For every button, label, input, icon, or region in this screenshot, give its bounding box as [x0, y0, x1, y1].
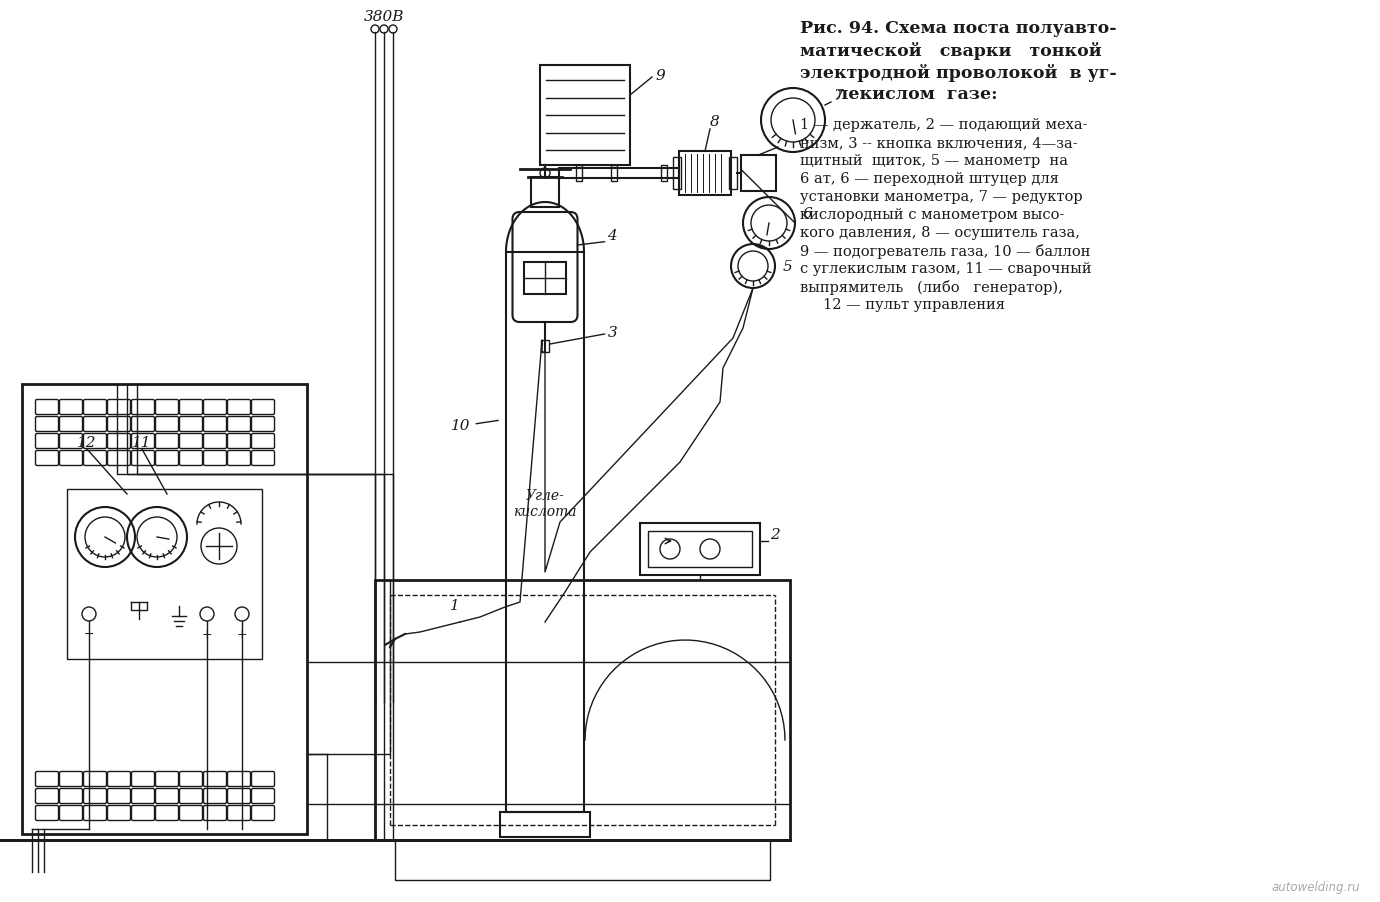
Text: 9 — подогреватель газа, 10 — баллон: 9 — подогреватель газа, 10 — баллон — [800, 244, 1090, 259]
Text: матической   сварки   тонкой: матической сварки тонкой — [800, 42, 1101, 60]
Text: +: + — [201, 628, 213, 641]
Text: −: − — [84, 628, 94, 641]
Text: 10: 10 — [451, 419, 498, 433]
Bar — [506, 252, 584, 812]
Bar — [679, 151, 731, 195]
Text: 380В: 380В — [364, 10, 404, 24]
Text: 8: 8 — [709, 115, 720, 129]
Text: с углекислым газом, 11 — сварочный: с углекислым газом, 11 — сварочный — [800, 262, 1092, 276]
Bar — [500, 812, 591, 837]
Text: 12: 12 — [77, 436, 97, 450]
Text: лекислом  газе:: лекислом газе: — [800, 86, 998, 103]
Bar — [640, 523, 760, 575]
Bar — [68, 489, 262, 659]
Bar — [375, 580, 789, 840]
Text: autowelding.ru: autowelding.ru — [1271, 881, 1361, 894]
Bar — [661, 165, 667, 181]
Text: +: + — [237, 628, 247, 641]
Text: 5: 5 — [782, 260, 792, 274]
Bar — [649, 531, 752, 567]
Bar — [575, 165, 582, 181]
Text: 4: 4 — [607, 228, 617, 243]
Text: выпрямитель   (либо   генератор),: выпрямитель (либо генератор), — [800, 280, 1063, 295]
Text: 1 — держатель, 2 — подающий меха-: 1 — держатель, 2 — подающий меха- — [800, 118, 1087, 132]
Text: низм, 3 -- кнопка включения, 4—за-: низм, 3 -- кнопка включения, 4—за- — [800, 136, 1078, 150]
Bar — [524, 262, 566, 294]
Bar — [540, 65, 631, 165]
Text: электродной проволокой  в уг-: электродной проволокой в уг- — [800, 64, 1116, 82]
Bar — [531, 177, 559, 207]
Bar — [541, 340, 549, 352]
Text: щитный  щиток, 5 — манометр  на: щитный щиток, 5 — манометр на — [800, 154, 1068, 168]
Text: Угле-
кислота: Угле- кислота — [513, 489, 577, 519]
Text: кого давления, 8 — осушитель газа,: кого давления, 8 — осушитель газа, — [800, 226, 1081, 240]
Text: Рис. 94. Схема поста полуавто-: Рис. 94. Схема поста полуавто- — [800, 20, 1116, 37]
Text: 9: 9 — [656, 69, 665, 83]
Text: 12 — пульт управления: 12 — пульт управления — [800, 298, 1005, 312]
Text: кислородный с манометром высо-: кислородный с манометром высо- — [800, 208, 1064, 222]
Text: установки манометра, 7 — редуктор: установки манометра, 7 — редуктор — [800, 190, 1083, 204]
Text: 3: 3 — [607, 326, 617, 340]
Bar — [22, 384, 306, 834]
Text: 7: 7 — [834, 89, 843, 103]
Text: 2: 2 — [770, 528, 780, 541]
Bar — [559, 168, 679, 178]
Bar — [729, 157, 737, 189]
Text: 6: 6 — [803, 207, 813, 221]
Text: 1: 1 — [450, 599, 460, 613]
Bar — [611, 165, 617, 181]
Bar — [673, 157, 680, 189]
Bar — [741, 155, 776, 191]
Text: 11: 11 — [132, 436, 152, 450]
Text: 6 ат, 6 — переходной штуцер для: 6 ат, 6 — переходной штуцер для — [800, 172, 1058, 186]
